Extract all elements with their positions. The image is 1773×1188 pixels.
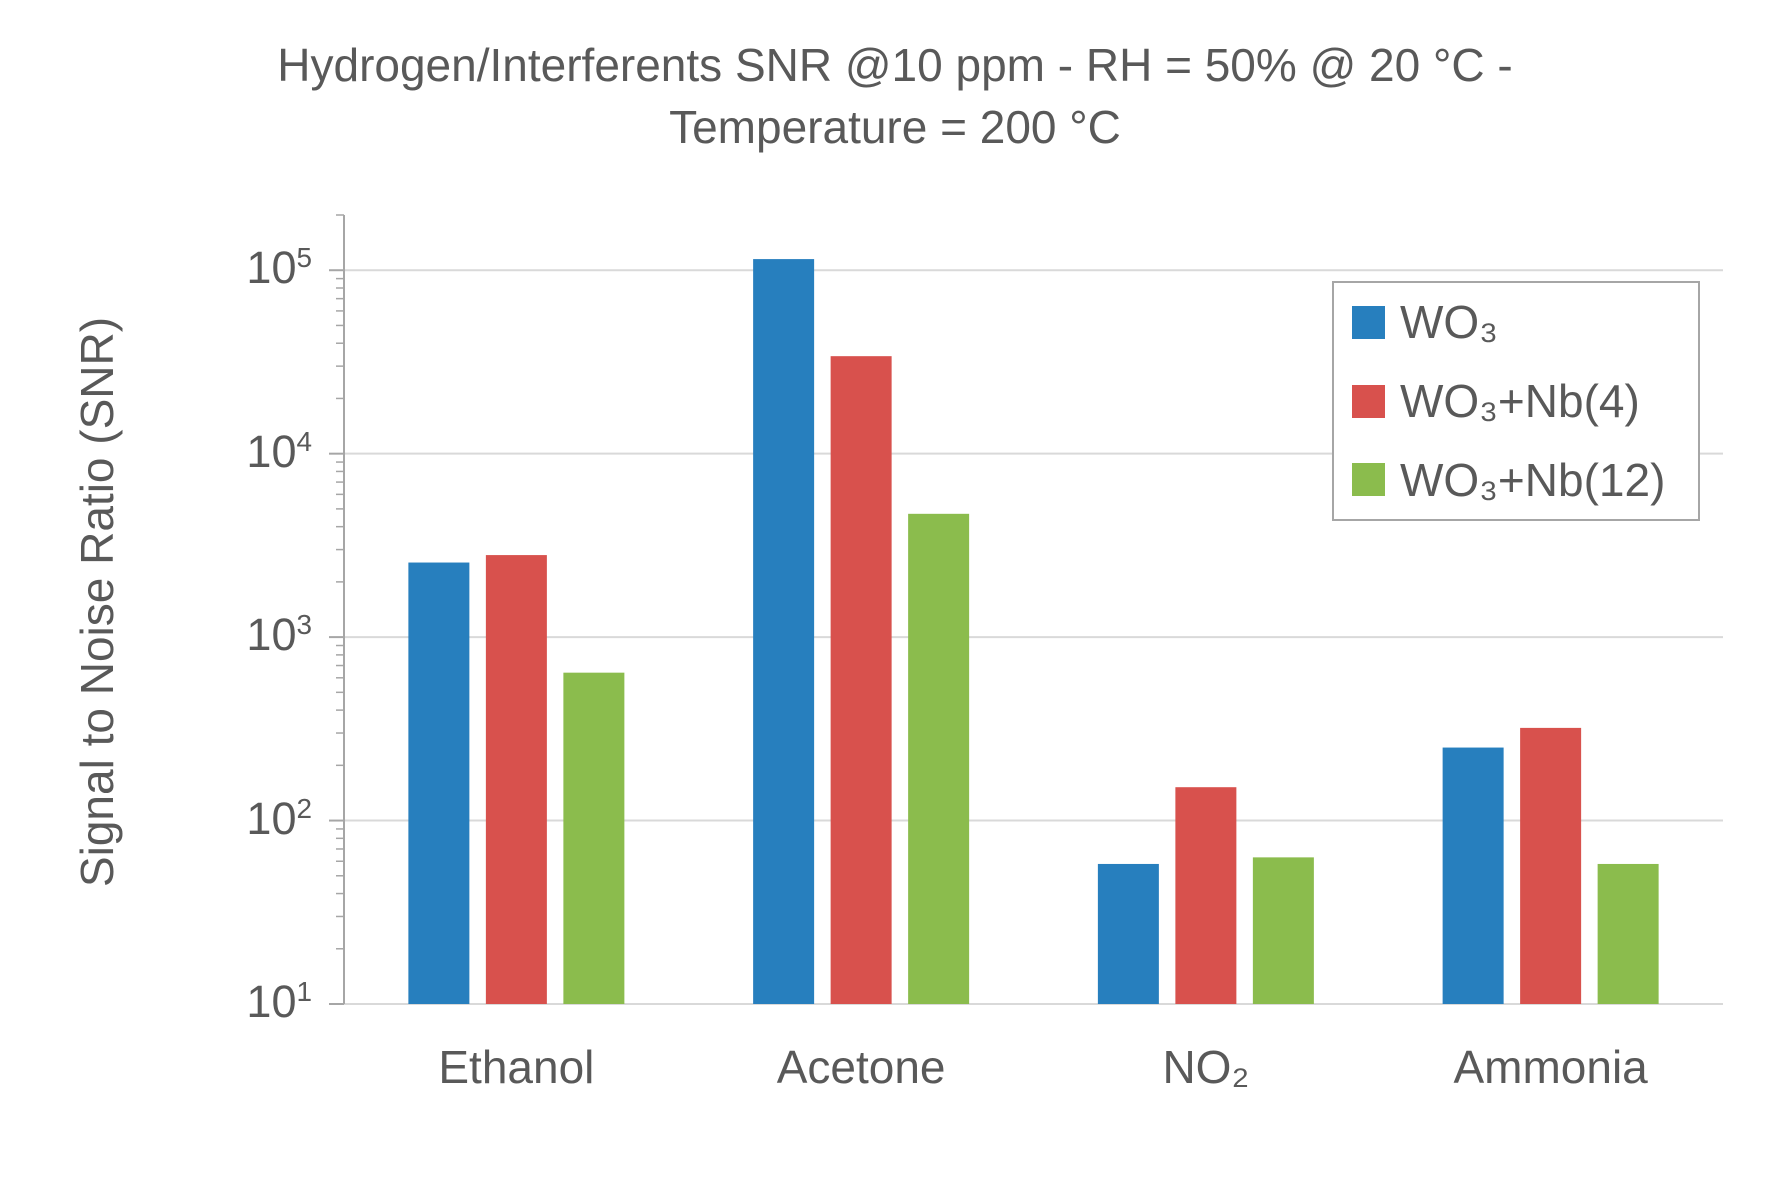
bar-wonb12-acetone xyxy=(908,513,970,1004)
bar-wo-ammonia xyxy=(1442,747,1504,1004)
legend-item-wo: WO₃ xyxy=(1352,283,1698,362)
legend-swatch-icon xyxy=(1352,305,1385,339)
legend: WO₃ WO₃+Nb(4) WO₃+Nb(12) xyxy=(1332,281,1700,521)
bar-wonb4-acetone xyxy=(830,356,892,1004)
chart-title-line1: Hydrogen/Interferents SNR @10 ppm - RH =… xyxy=(277,39,1513,91)
x-category-label-ammonia: Ammonia xyxy=(1453,1041,1648,1093)
y-tick-label-1e2: 102 xyxy=(246,792,312,844)
bar-wonb12-no xyxy=(1252,857,1314,1004)
y-axis-title: Signal to Noise Ratio (SNR) xyxy=(71,316,123,888)
legend-item-wonb12: WO₃+Nb(12) xyxy=(1352,440,1698,519)
y-tick-label-1e4: 104 xyxy=(246,425,312,477)
legend-label: WO₃ xyxy=(1400,296,1498,349)
legend-swatch-icon xyxy=(1352,384,1385,418)
bar-wonb12-ammonia xyxy=(1597,863,1659,1004)
chart-title-line2: Temperature = 200 °C xyxy=(669,101,1121,153)
legend-swatch-icon xyxy=(1352,463,1385,497)
chart-title: Hydrogen/Interferents SNR @10 ppm - RH =… xyxy=(10,34,1773,158)
legend-label: WO₃+Nb(12) xyxy=(1400,453,1666,506)
bar-wonb12-ethanol xyxy=(563,672,625,1004)
x-category-label-ethanol: Ethanol xyxy=(438,1041,595,1093)
bar-wo-acetone xyxy=(753,259,815,1004)
legend-item-wonb4: WO₃+Nb(4) xyxy=(1352,362,1698,441)
bar-wo-ethanol xyxy=(408,562,470,1004)
x-category-label-no: NO₂ xyxy=(1162,1041,1250,1093)
bar-wonb4-ethanol xyxy=(485,555,547,1004)
bar-wo-no xyxy=(1097,863,1159,1004)
y-tick-label-1e1: 101 xyxy=(246,975,312,1027)
bar-wonb4-ammonia xyxy=(1520,727,1582,1004)
x-category-label-acetone: Acetone xyxy=(776,1041,946,1093)
bar-wonb4-no xyxy=(1175,787,1237,1004)
y-tick-label-1e5: 105 xyxy=(246,242,312,294)
legend-label: WO₃+Nb(4) xyxy=(1400,375,1640,427)
y-tick-label-1e3: 103 xyxy=(246,609,312,661)
